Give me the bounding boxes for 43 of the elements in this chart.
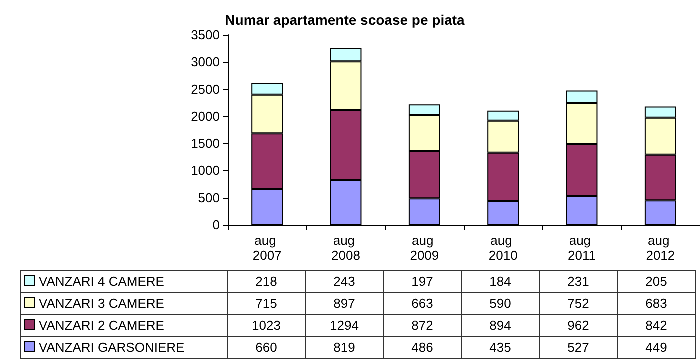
y-tick-label: 1000 [191,163,220,178]
y-tick-label: 500 [198,190,220,206]
data-label: 894 [462,314,540,336]
data-label: 243 [306,270,384,292]
data-label: 752 [540,292,618,314]
y-tick-label: 1500 [191,136,220,152]
data-label: 527 [540,336,618,358]
data-label: 184 [462,270,540,292]
data-label: 449 [618,336,696,358]
data-label: 205 [618,270,696,292]
data-label: 897 [306,292,384,314]
data-label: 590 [462,292,540,314]
data-label: 197 [384,270,462,292]
data-label: 660 [228,336,306,358]
x-tick-label: aug 2012 [646,233,676,263]
y-tick-label: 3000 [191,54,220,70]
y-tick-label: 2500 [191,82,220,97]
data-label: 218 [228,270,306,292]
data-label: 962 [540,314,618,336]
data-label: 819 [306,336,384,358]
y-tick-label: 2000 [191,108,220,124]
data-label: 486 [384,336,462,358]
x-tick-label: aug 2011 [568,233,596,263]
data-label: 435 [462,336,540,358]
legend-label: VANZARI GARSONIERE [20,336,228,358]
x-tick-label: aug 2009 [410,233,440,263]
data-label: 715 [228,292,306,314]
legend-label: VANZARI 3 CAMERE [20,292,228,314]
y-tick-label: 3500 [191,28,220,42]
data-label: 872 [384,314,462,336]
chart-title: Numar apartamente scoase pe piata [225,12,466,28]
x-tick-label: aug 2010 [488,233,518,263]
data-label: 663 [384,292,462,314]
data-label: 683 [618,292,696,314]
data-label: 1294 [306,314,384,336]
data-label: 1023 [228,314,306,336]
legend-label: VANZARI 4 CAMERE [20,270,228,292]
data-label: 231 [540,270,618,292]
x-tick-label: aug 2008 [332,233,360,263]
y-tick-label: 0 [212,218,220,232]
data-label: 842 [618,314,696,336]
legend-label: VANZARI 2 CAMERE [20,314,228,336]
x-tick-label: aug 2007 [252,233,282,263]
